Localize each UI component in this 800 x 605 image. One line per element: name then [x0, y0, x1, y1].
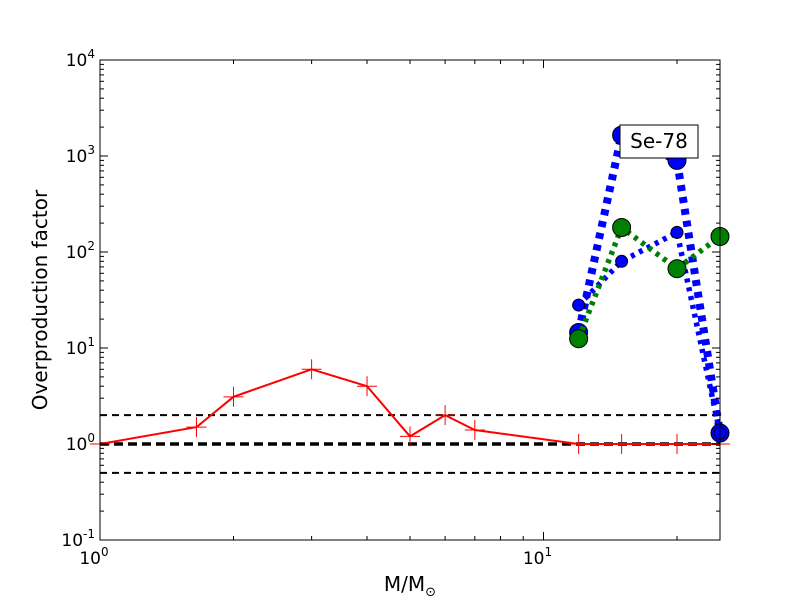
annotation-frame	[619, 124, 699, 159]
series-0-point-1	[186, 417, 207, 438]
series-3-line	[576, 223, 722, 340]
x-tick-label-0: 100	[79, 545, 108, 569]
x-axis-label-main: M/M	[384, 572, 425, 596]
annotation-box: Se-78	[619, 124, 699, 159]
series-0-point-6	[435, 405, 456, 426]
annotation-label: Se-78	[630, 129, 688, 153]
series-2-point-1	[615, 254, 629, 268]
plot-frame	[99, 59, 721, 541]
series-0-point-5	[400, 426, 420, 447]
y-tick-label-3: 102	[66, 239, 95, 263]
series-3-point-1	[612, 217, 632, 237]
x-axis-label: M/M⊙	[384, 572, 436, 600]
y-axis-label: Overproduction factor	[28, 189, 52, 410]
x-tick-label-1: 101	[523, 545, 552, 569]
series-0-point-9	[611, 434, 632, 454]
series-2-point-0	[572, 298, 586, 312]
series-3-point-0	[569, 329, 589, 349]
y-tick-label-5: 104	[66, 47, 95, 71]
series-3-point-2	[667, 259, 687, 279]
y-tick-label-1: 100	[66, 431, 95, 455]
series-layer	[90, 125, 730, 454]
y-tick-label-0: 10-1	[61, 527, 95, 551]
series-0-point-3	[301, 359, 322, 380]
y-tick-label-4: 103	[66, 143, 95, 167]
series-0-point-2	[223, 386, 244, 407]
series-2-point-2	[670, 225, 684, 239]
series-0-point-10	[667, 434, 688, 454]
series-0-point-4	[357, 376, 378, 397]
y-tick-label-2: 101	[66, 335, 95, 359]
series-0-point-7	[464, 419, 485, 440]
x-axis-label-sub: ⊙	[425, 585, 436, 600]
series-0-point-8	[568, 434, 589, 454]
series-2-line	[576, 228, 723, 434]
